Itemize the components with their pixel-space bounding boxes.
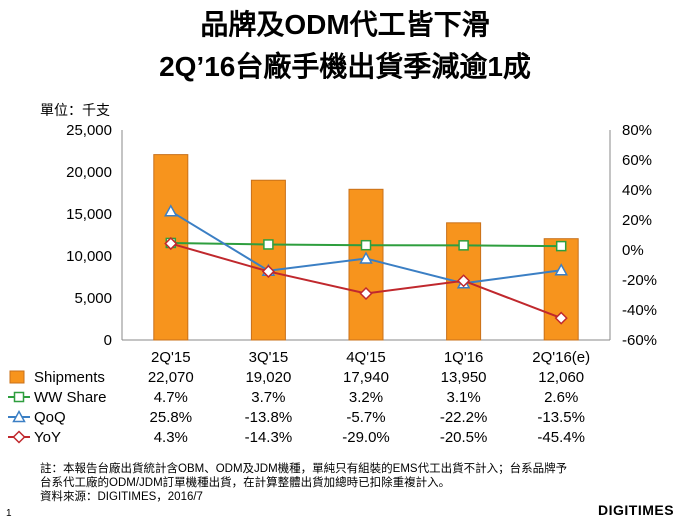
title-line-2: 2Q’16台廠手機出貨季減逾1成 (159, 51, 531, 82)
y-left-tick-label: 20,000 (66, 164, 112, 181)
y-right-tick-label: 20% (622, 212, 652, 229)
table-cell: -20.5% (440, 429, 488, 446)
table-cell: 3.1% (446, 389, 480, 406)
table-cell: 12,060 (538, 369, 584, 386)
qoq-point (164, 204, 178, 217)
ww-share-point (458, 240, 469, 251)
table-cell: -13.5% (537, 409, 585, 426)
note-line-1: 註：本報告台廠出貨統計含OBM、ODM及JDM機種，單純只有組裝的EMS代工出貨… (40, 463, 568, 475)
y-left-tick-label: 15,000 (66, 206, 112, 223)
table-cell: 19,020 (245, 369, 291, 386)
table-cell: 2.6% (544, 389, 578, 406)
shipments-bar (543, 238, 579, 341)
table-cell: -5.7% (346, 409, 385, 426)
yoy-point (554, 311, 568, 325)
yoy-point (457, 274, 471, 288)
table-cell: 4.3% (154, 429, 188, 446)
shipments-bar (250, 179, 286, 341)
table-row-label: Shipments (34, 369, 105, 386)
yoy-point (164, 236, 178, 251)
y-right-tick-label: 0% (622, 242, 644, 259)
table-cell: 13,950 (441, 369, 487, 386)
source-note: 資料來源：DIGITIMES，2016/7 (40, 491, 203, 503)
qoq-point (554, 263, 568, 276)
legend-key-marker (12, 430, 26, 444)
y-right-tick-label: 60% (622, 152, 652, 169)
yoy-point (261, 264, 275, 279)
category-label: 1Q'16 (444, 349, 484, 366)
y-left-tick-label: 10,000 (66, 248, 112, 265)
y-left-tick-label: 0 (104, 332, 112, 349)
y-left-tick-label: 5,000 (74, 290, 112, 307)
shipments-bar (348, 188, 384, 341)
y-left-tick-label: 25,000 (66, 122, 112, 139)
y-right-tick-label: -40% (622, 302, 657, 319)
table-row-label: WW Share (34, 389, 107, 406)
digitimes-logo: DIGITIMES (598, 502, 675, 518)
note-line-2: 台系代工廠的ODM/JDM訂單機種出貨，在計算整體出貨加總時已扣除重複計入。 (40, 477, 451, 489)
ww-share-point (555, 240, 567, 252)
combo-chart: 0 5,000 10,000 15,000 20,000 25,000 -60% -40% -2… (8, 122, 657, 446)
table-cell: -29.0% (342, 429, 390, 446)
yoy-point (359, 286, 373, 301)
page-number: 1 (6, 508, 12, 519)
table-cell: 17,940 (343, 369, 389, 386)
ww-share-point (263, 239, 274, 250)
legend-key-marker (12, 409, 26, 423)
y-right-tick-label: 80% (622, 122, 652, 139)
table-cell: 22,070 (148, 369, 194, 386)
legend-key-marker (13, 391, 25, 403)
y-right-tick-label: -60% (622, 332, 657, 349)
table-cell: 25.8% (150, 409, 193, 426)
qoq-point (359, 251, 373, 264)
category-label: 4Q'15 (346, 349, 386, 366)
title-line-1: 品牌及ODM代工皆下滑 (200, 9, 490, 40)
table-cell: -45.4% (537, 429, 585, 446)
table-row-label: YoY (34, 429, 61, 446)
table-cell: -14.3% (245, 429, 293, 446)
table-cell: 3.7% (251, 389, 285, 406)
category-label: 2Q'15 (151, 349, 191, 366)
unit-label: 單位：千支 (40, 102, 110, 118)
table-cell: -22.2% (440, 409, 488, 426)
table-cell: -13.8% (245, 409, 293, 426)
category-label: 2Q'16(e) (532, 349, 590, 366)
legend-key-shipments (9, 370, 25, 384)
category-label: 3Q'15 (249, 349, 289, 366)
y-right-tick-label: -20% (622, 272, 657, 289)
table-row-label: QoQ (34, 409, 66, 426)
table-cell: 3.2% (349, 389, 383, 406)
ww-share-point (360, 239, 372, 251)
table-cell: 4.7% (154, 389, 188, 406)
y-right-tick-label: 40% (622, 182, 652, 199)
